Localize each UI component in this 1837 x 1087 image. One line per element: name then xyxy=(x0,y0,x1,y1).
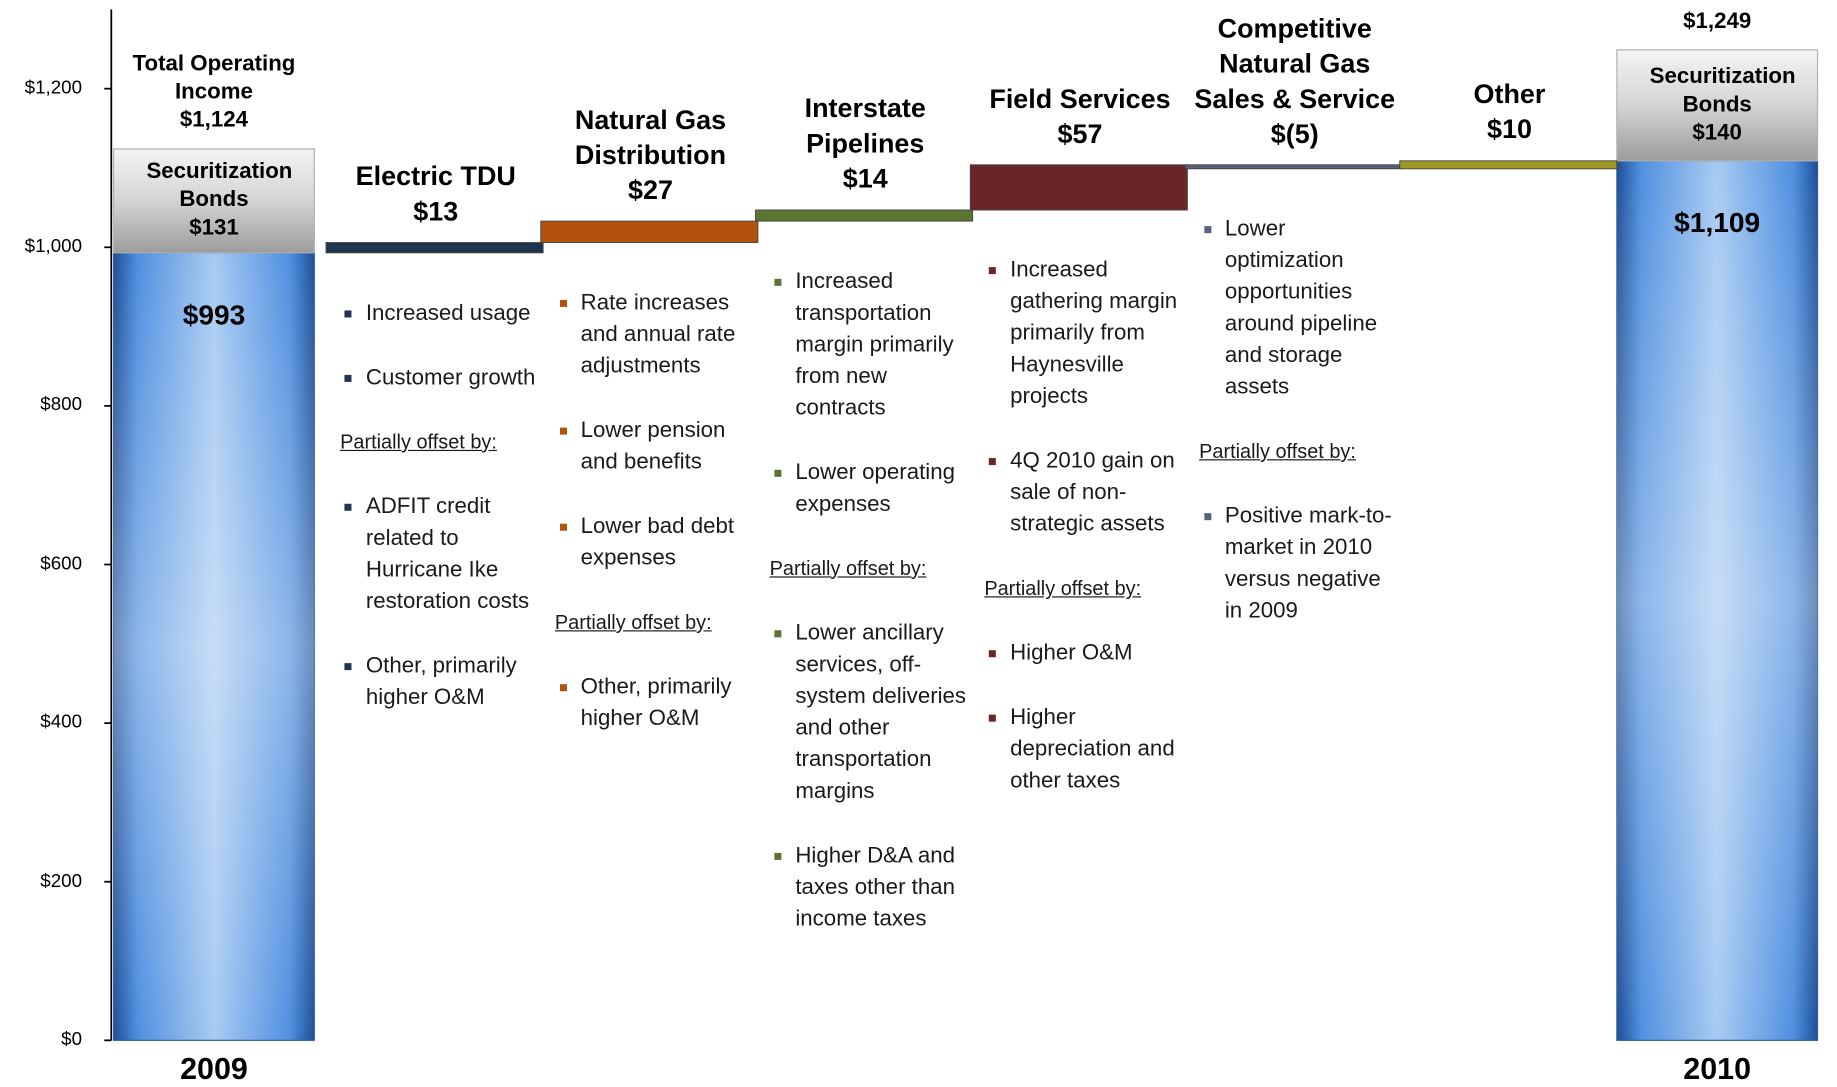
bonds-block: Securitization Bonds $131 xyxy=(114,159,315,243)
y-tick-label: $1,000 xyxy=(24,236,83,257)
step-notes: Increased transportation margin primaril… xyxy=(769,266,968,968)
offset-note: Positive mark-to-market in 2010 versus n… xyxy=(1201,500,1397,627)
offset-note: Higher D&A and taxes other than income t… xyxy=(772,840,968,935)
step-notes: Rate increases and annual rate adjustmen… xyxy=(554,287,753,767)
step-name: Competitive Natural Gas Sales & Service xyxy=(1194,12,1396,114)
offset-note: Lower ancillary services, off-system del… xyxy=(772,617,968,807)
bonds-bar xyxy=(1616,49,1819,162)
total-label: $1,249 xyxy=(1683,8,1752,34)
year-label: 2009 xyxy=(180,1050,248,1087)
offset-header: Partially offset by: xyxy=(984,577,1142,601)
offset-note: Higher depreciation and other taxes xyxy=(987,702,1183,797)
base-label: $1,109 xyxy=(1674,207,1761,240)
step-name: Other xyxy=(1473,78,1546,110)
step-notes: Increased usage Customer growth Partially … xyxy=(340,297,538,746)
driver-note: Lower bad debt expenses xyxy=(557,511,753,574)
step-value-label: $(5) xyxy=(1270,117,1319,149)
y-tick-label: $0 xyxy=(61,1029,83,1050)
driver-note: Increased transportation margin primaril… xyxy=(772,266,968,424)
driver-note: Lower pension and benefits xyxy=(557,415,753,478)
step-value-label: $13 xyxy=(413,195,459,227)
driver-note: Rate increases and annual rate adjustmen… xyxy=(557,287,753,382)
step-bar xyxy=(755,209,974,222)
step-bar xyxy=(969,164,1188,211)
base-label: $993 xyxy=(182,299,246,332)
step-bar xyxy=(325,242,544,254)
total-label: $1,124 xyxy=(179,107,249,133)
bonds-name: Securitization Bonds xyxy=(146,159,293,213)
step-name: Interstate Pipelines xyxy=(804,92,926,159)
total-block: $1,249 xyxy=(1605,8,1829,36)
step-notes: Increased gathering margin primarily fro… xyxy=(984,255,1183,830)
driver-note: Customer growth xyxy=(342,362,538,394)
offset-header: Partially offset by: xyxy=(340,430,497,454)
step-heading: Competitive Natural Gas Sales & Service $… xyxy=(1180,10,1409,151)
offset-header: Partially offset by: xyxy=(769,557,927,580)
bonds-block: Securitization Bonds $140 xyxy=(1617,63,1818,147)
step-heading: Natural Gas Distribution $27 xyxy=(536,102,765,207)
total-name: Total Operating Income xyxy=(132,51,296,105)
step-heading: Interstate Pipelines $14 xyxy=(751,91,980,196)
offset-note: Other, primarily higher O&M xyxy=(342,650,538,713)
driver-note: Lower optimization opportunities around … xyxy=(1201,213,1397,403)
step-bar xyxy=(1399,160,1618,170)
bonds-name: Securitization Bonds xyxy=(1649,64,1796,118)
step-heading: Electric TDU $13 xyxy=(321,158,550,228)
bonds-bar xyxy=(113,148,315,254)
bonds-label: $140 xyxy=(1692,120,1742,146)
step-bar xyxy=(540,220,759,243)
step-name: Field Services xyxy=(989,82,1171,114)
y-tick-label: $1,200 xyxy=(24,78,83,99)
step-value-label: $10 xyxy=(1486,113,1532,145)
bonds-label: $131 xyxy=(189,216,239,241)
step-bar xyxy=(1184,164,1403,170)
y-tick-label: $600 xyxy=(40,553,83,574)
total-bar-shine xyxy=(113,252,315,1041)
step-value-label: $57 xyxy=(1057,117,1103,149)
step-value-label: $14 xyxy=(842,163,888,194)
offset-note: ADFIT credit related to Hurricane Ike re… xyxy=(342,491,538,618)
step-name: Electric TDU xyxy=(355,160,516,191)
offset-note: Higher O&M xyxy=(987,638,1183,670)
step-heading: Field Services $57 xyxy=(966,80,1195,150)
driver-note: Lower operating expenses xyxy=(772,457,968,520)
step-name: Natural Gas Distribution xyxy=(574,103,727,170)
year-label: 2010 xyxy=(1683,1050,1752,1087)
y-tick-label: $400 xyxy=(40,712,83,733)
step-notes: Lower optimization opportunities around … xyxy=(1199,213,1397,659)
offset-header: Partially offset by: xyxy=(1199,440,1356,463)
total-block: Total Operating Income $1,124 xyxy=(102,51,326,135)
y-tick-label: $200 xyxy=(40,871,83,892)
offset-note: Other, primarily higher O&M xyxy=(557,671,753,734)
step-heading: Other $10 xyxy=(1395,76,1624,146)
driver-note: 4Q 2010 gain on sale of non-strategic as… xyxy=(987,445,1183,540)
y-tick-label: $800 xyxy=(40,395,83,416)
driver-note: Increased usage xyxy=(342,297,538,329)
driver-note: Increased gathering margin primarily fro… xyxy=(987,255,1183,413)
step-value-label: $27 xyxy=(628,174,673,205)
total-bar-shine xyxy=(1616,160,1818,1041)
offset-header: Partially offset by: xyxy=(554,611,712,634)
